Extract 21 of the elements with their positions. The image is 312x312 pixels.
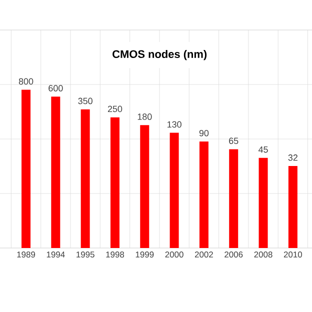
x-tick-label: 1989 [17,252,36,258]
data-label: 800 [18,78,34,85]
data-label: 350 [78,98,92,104]
data-label: 65 [229,138,238,144]
x-tick-label: 2006 [224,252,243,258]
x-tick-label: 1994 [46,252,65,258]
data-label: 180 [138,114,152,120]
data-label: 130 [168,121,182,128]
data-label: 600 [48,85,63,92]
text: CMOS nodes (nm) [112,50,207,60]
x-tick-label: 2002 [194,252,213,258]
data-label: 90 [199,130,209,136]
data-label: 32 [288,154,298,161]
data-label: 250 [108,106,122,112]
x-tick-label: 1995 [76,252,94,258]
data-label: 45 [258,146,268,153]
x-tick-label: 1999 [136,252,154,258]
x-tick-label: 1998 [106,252,124,258]
x-tick-label: 2000 [165,252,184,258]
x-tick-label: 2008 [254,252,272,258]
x-tick-label: 2010 [284,252,302,258]
